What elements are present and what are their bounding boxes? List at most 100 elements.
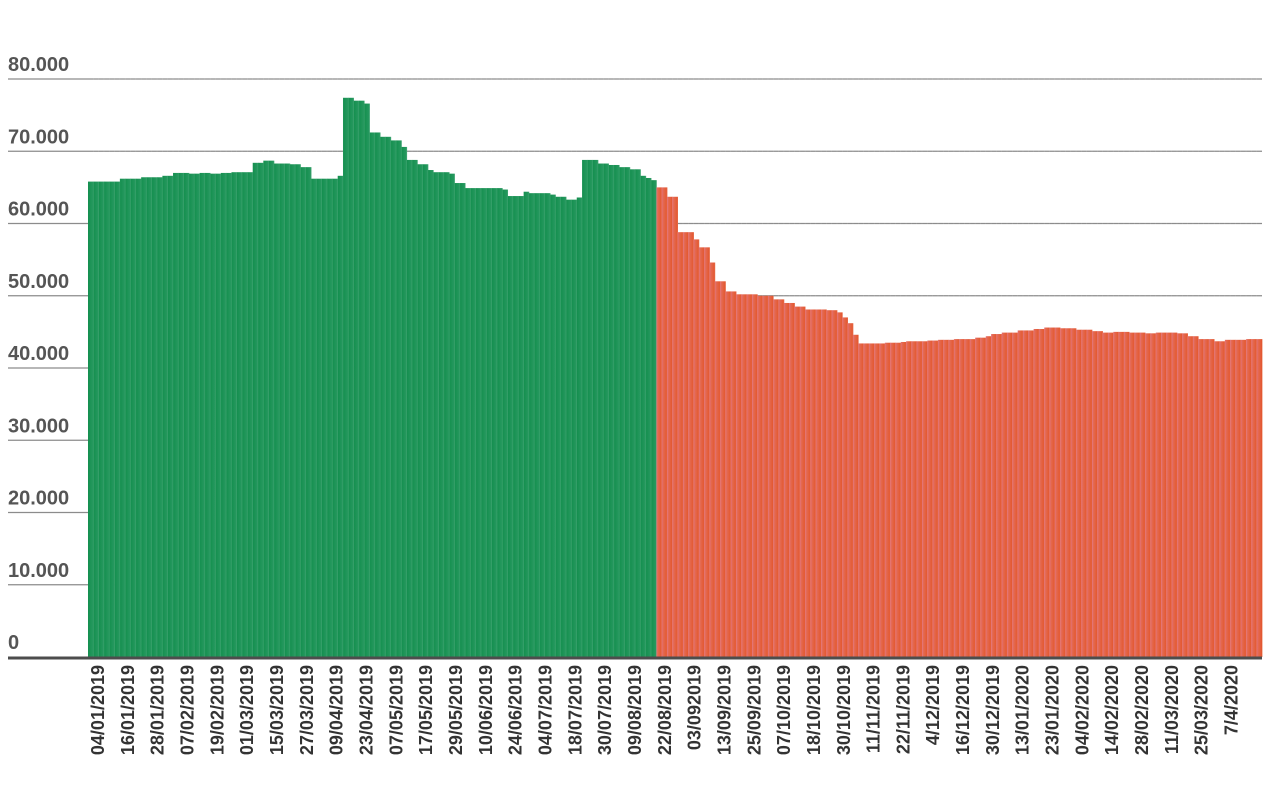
bar bbox=[481, 188, 487, 657]
bar bbox=[1065, 328, 1072, 657]
x-tick-label: 29/05/2019 bbox=[446, 665, 466, 755]
bar bbox=[677, 232, 684, 658]
x-tick-label: 17/05/2019 bbox=[416, 665, 436, 755]
bar bbox=[943, 339, 949, 657]
bar bbox=[571, 199, 578, 657]
bar bbox=[210, 173, 216, 657]
bar bbox=[119, 178, 126, 657]
bar bbox=[98, 181, 105, 657]
bar bbox=[560, 196, 567, 657]
x-tick-label: 07/05/2019 bbox=[386, 665, 406, 755]
bar bbox=[332, 178, 339, 657]
bar bbox=[358, 100, 365, 658]
bar bbox=[1086, 329, 1093, 657]
x-tick-label: 16/01/2019 bbox=[118, 665, 138, 755]
bar bbox=[369, 132, 376, 658]
bar bbox=[236, 172, 243, 657]
x-tick-label: 11/03/2020 bbox=[1162, 665, 1182, 754]
bar bbox=[512, 196, 519, 658]
bar bbox=[412, 159, 418, 658]
bar bbox=[810, 309, 817, 657]
bar bbox=[1171, 332, 1178, 657]
bar bbox=[1246, 339, 1252, 657]
bar bbox=[916, 341, 923, 657]
bar bbox=[805, 309, 811, 657]
y-tick-label: 60.000 bbox=[8, 199, 69, 221]
bar bbox=[550, 194, 556, 657]
bar bbox=[1129, 332, 1135, 657]
x-tick-label: 30/12/2019 bbox=[983, 665, 1003, 755]
bar bbox=[374, 132, 381, 658]
bar bbox=[1107, 332, 1114, 657]
bar bbox=[794, 306, 801, 657]
bar bbox=[1240, 339, 1247, 657]
x-tick-label: 30/10/2019 bbox=[834, 665, 854, 755]
bar bbox=[757, 295, 763, 657]
x-tick-label: 22/11/2019 bbox=[893, 665, 913, 754]
bar bbox=[1166, 332, 1173, 657]
bar bbox=[661, 187, 668, 658]
x-tick-label: 07/10/2019 bbox=[774, 665, 794, 755]
bar bbox=[937, 339, 944, 657]
bar bbox=[603, 163, 609, 657]
bar bbox=[640, 175, 647, 657]
bar bbox=[852, 334, 859, 657]
bar bbox=[714, 281, 721, 657]
bar bbox=[1012, 332, 1018, 657]
bar bbox=[1092, 331, 1098, 657]
bar bbox=[385, 136, 392, 658]
bar bbox=[895, 342, 902, 657]
bar bbox=[1182, 333, 1188, 657]
bar bbox=[656, 187, 663, 658]
bar bbox=[863, 343, 870, 657]
bar bbox=[789, 302, 795, 657]
bar bbox=[539, 193, 546, 657]
x-tick-label: 18/07/2019 bbox=[565, 665, 585, 755]
bar bbox=[443, 172, 450, 657]
bar bbox=[88, 181, 94, 657]
bar bbox=[321, 178, 328, 657]
bar bbox=[316, 178, 323, 657]
bar bbox=[1060, 328, 1066, 657]
x-tick-label: 28/02/2020 bbox=[1132, 665, 1152, 755]
bar bbox=[783, 302, 790, 657]
bar bbox=[927, 340, 933, 657]
bar bbox=[959, 339, 965, 657]
bar bbox=[842, 317, 848, 657]
bar bbox=[847, 323, 854, 657]
bar bbox=[831, 310, 838, 657]
y-tick-label: 70.000 bbox=[8, 126, 69, 148]
bar bbox=[597, 163, 604, 657]
bar bbox=[1028, 330, 1034, 657]
bar bbox=[767, 295, 774, 657]
bar bbox=[242, 172, 248, 657]
bar bbox=[821, 309, 827, 657]
bar bbox=[762, 295, 769, 657]
bar bbox=[688, 232, 694, 658]
bar bbox=[1102, 332, 1109, 657]
bar bbox=[167, 175, 174, 657]
bar bbox=[194, 173, 200, 657]
bar bbox=[1001, 332, 1008, 657]
bar bbox=[826, 310, 833, 657]
bar bbox=[884, 342, 891, 657]
bar bbox=[1070, 328, 1077, 657]
bar bbox=[672, 196, 678, 657]
bar bbox=[693, 239, 700, 657]
bar bbox=[773, 299, 779, 657]
bar bbox=[125, 178, 131, 657]
x-tick-label: 01/03/2019 bbox=[237, 665, 257, 755]
bar bbox=[980, 337, 987, 657]
bar bbox=[348, 97, 354, 657]
bar bbox=[263, 160, 269, 657]
bar bbox=[704, 247, 710, 657]
bar bbox=[146, 177, 153, 657]
bar bbox=[667, 196, 673, 657]
x-tick-label: 23/01/2020 bbox=[1043, 665, 1063, 755]
y-tick-label: 30.000 bbox=[8, 415, 69, 437]
bars bbox=[88, 74, 1263, 658]
bar bbox=[932, 340, 939, 657]
bar bbox=[1145, 333, 1151, 657]
bar bbox=[151, 177, 158, 657]
x-tick-label: 25/03/2020 bbox=[1192, 665, 1212, 755]
